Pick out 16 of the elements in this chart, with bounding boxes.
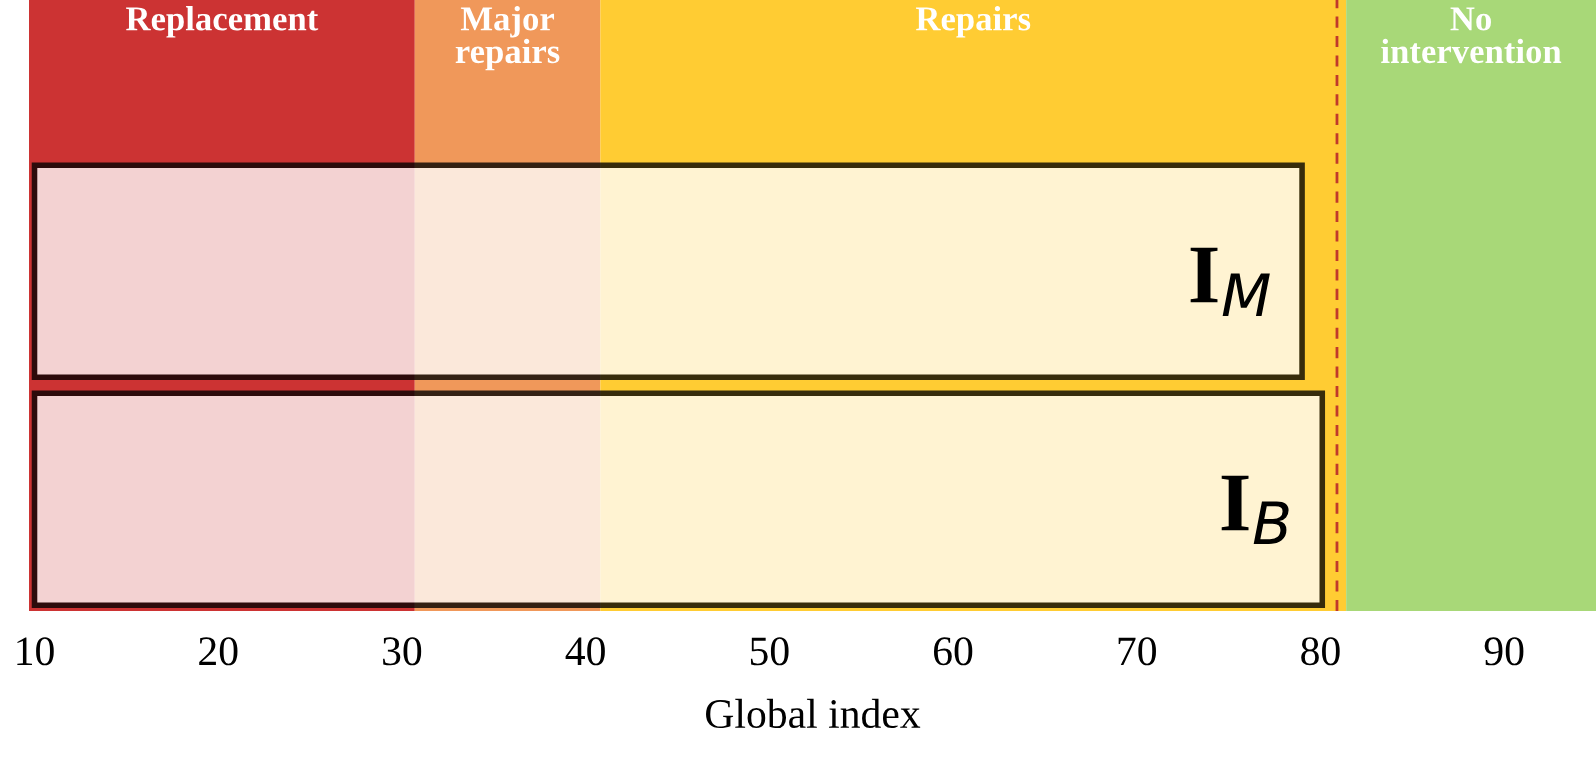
y-tick-label: I$_{B}$ bbox=[1221, 475, 1289, 544]
band-label: Major repairs bbox=[455, 6, 560, 71]
x-tick-label: 10 bbox=[17, 637, 54, 666]
x-tick-label: 30 bbox=[383, 637, 422, 666]
band-label: Replacement bbox=[126, 6, 319, 38]
x-tick-label: 90 bbox=[1484, 637, 1524, 666]
x-tick-label: 50 bbox=[750, 637, 789, 666]
x-tick-label: 40 bbox=[565, 637, 605, 666]
x-tick-label: 60 bbox=[933, 637, 973, 666]
band-label: Repairs bbox=[915, 6, 1031, 38]
x-tick-label: 80 bbox=[1301, 637, 1340, 666]
x-tick-label: 20 bbox=[199, 637, 238, 666]
x-tick-label: 70 bbox=[1118, 637, 1156, 666]
y-tick-label: I$_{M}$ bbox=[1190, 247, 1270, 316]
x-axis-title: Global index bbox=[706, 698, 921, 729]
band-label: No intervention bbox=[1381, 7, 1562, 64]
